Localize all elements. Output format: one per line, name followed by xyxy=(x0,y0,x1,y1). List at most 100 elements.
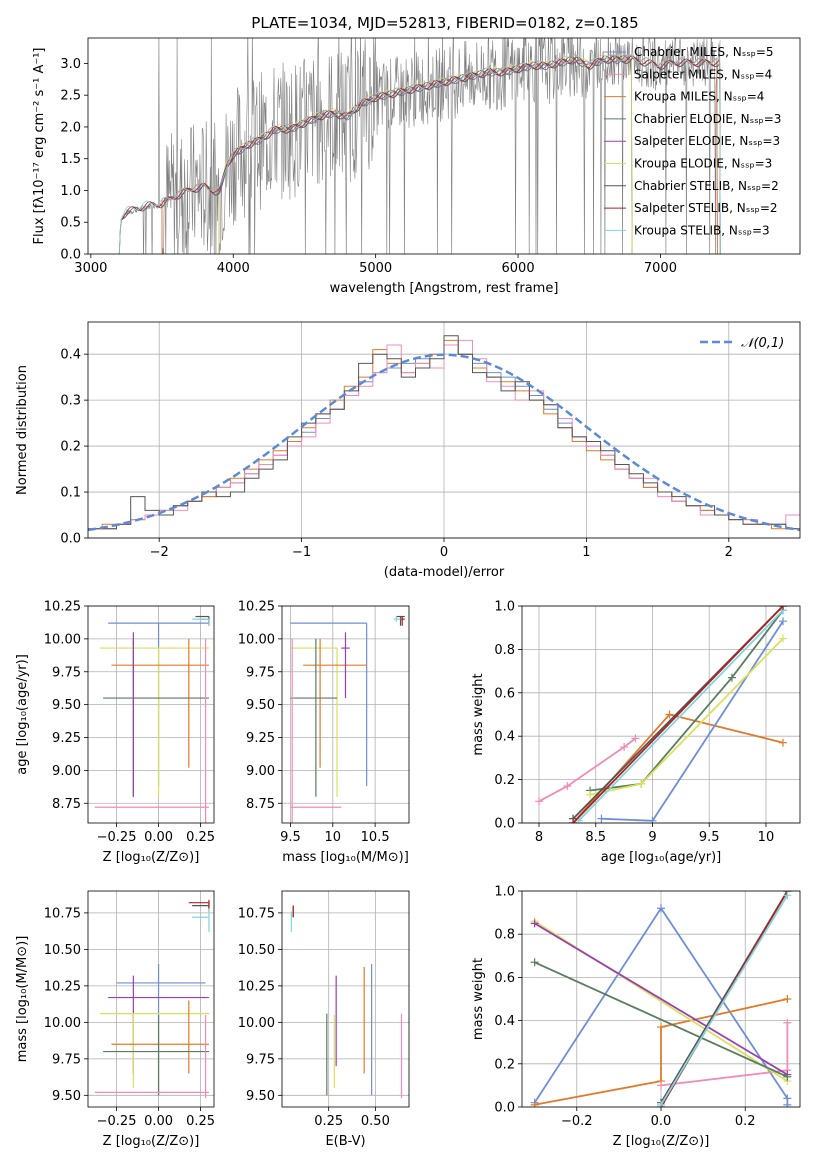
y-tick-label: 0.4 xyxy=(494,1014,515,1029)
series-marker xyxy=(778,634,787,643)
point-kroupa-miles xyxy=(111,1000,209,1074)
axes-frame xyxy=(521,890,801,1108)
point-kroupa-elodie xyxy=(99,647,209,797)
gaussian-curve xyxy=(88,353,800,532)
y-tick-label: 0.0 xyxy=(494,1101,515,1116)
y-axis-label: Flux [fλ10⁻¹⁷ erg cm⁻² s⁻¹ A⁻¹] xyxy=(32,48,47,245)
model-spectrum-chabrier-elodie xyxy=(218,56,633,254)
y-tick-label: 0.0 xyxy=(60,248,81,263)
x-tick-label: 10 xyxy=(758,830,775,845)
x-tick-label: 0.00 xyxy=(144,1114,173,1129)
plot-area-mass-vs-ebv xyxy=(290,905,403,1099)
series-chabrier-elodie xyxy=(586,606,787,795)
x-tick-label: 9.5 xyxy=(280,830,301,845)
series-marker xyxy=(586,790,595,799)
y-tick-label: 0.0 xyxy=(60,532,81,547)
series-line xyxy=(572,606,784,823)
axes-frame xyxy=(87,890,215,1108)
y-tick-label: 10.00 xyxy=(44,1016,81,1031)
axes-frame xyxy=(521,605,801,824)
series-marker xyxy=(783,1018,792,1027)
point-salpeter-stelib xyxy=(200,618,210,626)
series-marker xyxy=(783,1100,792,1107)
legend-entry: 𝒩(0,1) xyxy=(741,336,784,351)
point-salpeter-miles xyxy=(290,638,342,823)
series-line xyxy=(572,713,784,823)
axes-age-vs-mass: 9.5 10 10.5 8.75 9.00 9.25 9.50 9.75 10.00 10.25 m… xyxy=(238,600,410,865)
y-tick-label: 9.50 xyxy=(246,1089,275,1104)
series-line xyxy=(534,922,788,1076)
x-axis-label: Z [log₁₀(Z/Z⊙)] xyxy=(613,1134,710,1149)
y-tick-label: 9.50 xyxy=(246,698,275,713)
x-tick-label: 8.5 xyxy=(585,830,606,845)
series-line xyxy=(578,609,784,822)
axes-mass-vs-z: −0.25 0.00 0.25 9.50 9.75 10.00 10.25 10.50 10.7… xyxy=(15,890,215,1149)
point-chabrier-elodie xyxy=(103,1015,209,1096)
x-tick-label: 0.2 xyxy=(735,1114,756,1129)
series-salpeter-miles xyxy=(657,1018,792,1090)
y-tick-label: 10.50 xyxy=(238,943,275,958)
point-salpeter-miles xyxy=(94,1015,209,1099)
y-tick-label: 8.75 xyxy=(52,797,81,812)
plot-area-age-vs-z xyxy=(94,615,210,823)
series-line xyxy=(660,894,789,1106)
series-marker xyxy=(657,1023,665,1032)
legend-entry: Chabrier MILES, Nₛₛₚ=5 xyxy=(634,45,774,59)
y-tick-label: 10.00 xyxy=(238,632,275,647)
series-marker xyxy=(665,710,674,719)
axes-frame xyxy=(281,890,410,1108)
axes-spectrum: 3000 4000 5000 6000 7000 0.0 0.5 1.0 1.5 2.0 2.5 3.… xyxy=(32,37,801,296)
y-tick-label: 9.50 xyxy=(52,698,81,713)
x-tick-label: 0.0 xyxy=(651,1114,672,1129)
series-line xyxy=(589,609,784,792)
x-tick-label: 2 xyxy=(725,545,733,560)
y-tick-label: 0.1 xyxy=(60,486,81,501)
y-axis-label: mass [log₁₀(M/M⊙)] xyxy=(15,936,30,1063)
y-tick-label: 0.4 xyxy=(494,730,515,745)
y-tick-label: 0.4 xyxy=(60,348,81,363)
series-chabrier-miles xyxy=(597,617,787,823)
y-axis-label: Normed distribution xyxy=(15,365,30,495)
axes-frame xyxy=(87,605,215,824)
legend-entry: Kroupa STELIB, Nₛₛₚ=3 xyxy=(634,223,770,237)
x-tick-label: 7000 xyxy=(644,261,677,276)
y-tick-label: 0.0 xyxy=(494,817,515,832)
y-tick-label: 1.0 xyxy=(494,600,515,615)
x-tick-label: 8 xyxy=(535,830,543,845)
point-chabrier-elodie xyxy=(290,638,338,797)
series-marker xyxy=(631,734,640,743)
plot-area-weight-vs-z xyxy=(530,891,792,1107)
point-kroupa-stelib xyxy=(393,616,401,622)
x-tick-label: −1 xyxy=(292,545,311,560)
series-marker xyxy=(563,782,572,791)
y-tick-label: 0.2 xyxy=(494,1057,515,1072)
series-salpeter-stelib xyxy=(569,606,787,823)
y-tick-label: 2.0 xyxy=(60,120,81,135)
y-tick-label: 10.25 xyxy=(238,600,275,615)
model-spectrum-salpeter-elodie xyxy=(218,55,633,254)
y-tick-label: 0.5 xyxy=(60,216,81,231)
series-marker xyxy=(657,1081,665,1090)
series-marker xyxy=(778,617,787,626)
plot-area-mass-vs-z xyxy=(94,899,210,1099)
x-tick-label: 9 xyxy=(648,830,656,845)
point-kroupa-elodie xyxy=(290,647,338,797)
y-tick-label: 10.00 xyxy=(44,632,81,647)
y-axis-label: mass weight xyxy=(471,673,486,755)
series-marker xyxy=(597,814,606,823)
axes-frame xyxy=(87,321,801,539)
series-marker xyxy=(783,891,792,900)
point-salpeter-stelib xyxy=(400,616,405,626)
model-spectrum-chabrier-stelib xyxy=(118,56,721,254)
y-tick-label: 2.5 xyxy=(60,89,81,104)
series-chabrier-elodie xyxy=(530,958,792,1081)
x-tick-label: 0.00 xyxy=(144,830,173,845)
y-tick-label: 10.25 xyxy=(44,979,81,994)
point-chabrier-miles xyxy=(290,622,368,787)
histogram-salpeter-miles xyxy=(88,339,800,530)
series-line xyxy=(534,998,788,1106)
series-marker xyxy=(783,1072,792,1081)
x-tick-label: 0.25 xyxy=(186,1114,215,1129)
y-tick-label: 0.8 xyxy=(494,643,515,658)
